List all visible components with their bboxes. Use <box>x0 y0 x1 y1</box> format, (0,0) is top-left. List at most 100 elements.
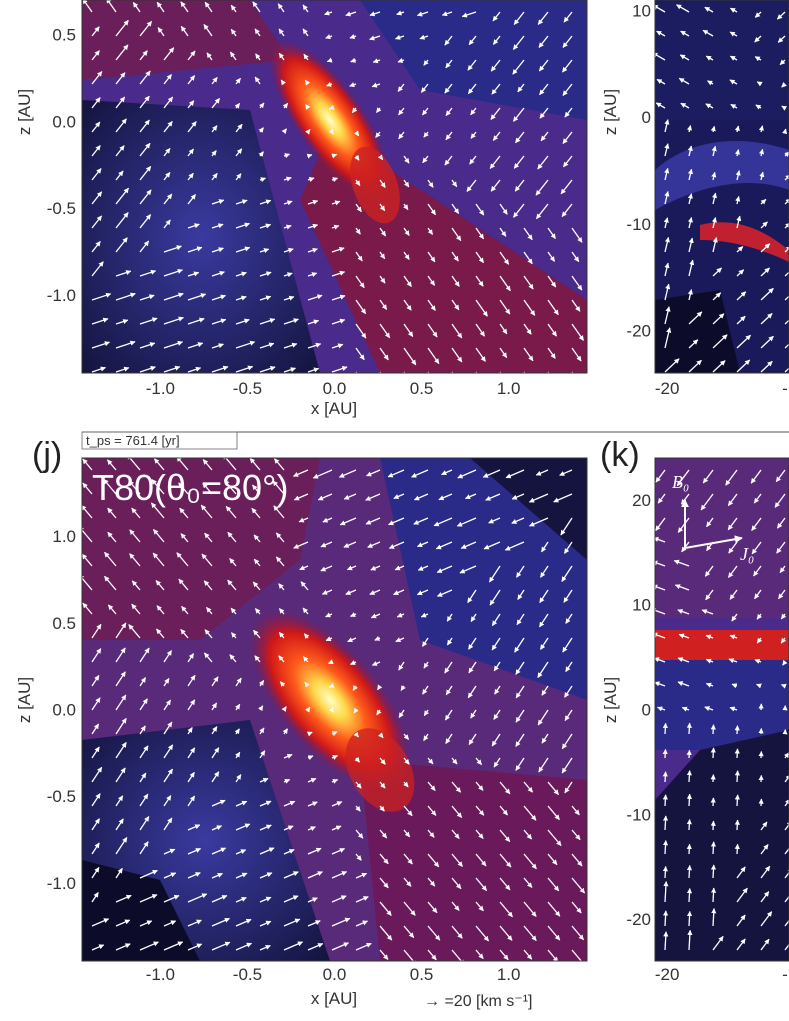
velocity-arrow <box>259 248 270 254</box>
velocity-arrow <box>355 227 361 235</box>
velocity-arrow <box>784 367 789 373</box>
velocity-arrow <box>547 925 561 941</box>
panel-j <box>82 458 587 961</box>
velocity-arrow <box>751 541 762 555</box>
velocity-arrow <box>571 949 586 961</box>
velocity-arrow <box>679 54 690 61</box>
velocity-arrow <box>331 153 338 159</box>
velocity-arrow <box>686 864 693 879</box>
velocity-arrow <box>331 200 341 206</box>
velocity-arrow <box>490 107 501 120</box>
velocity-arrow <box>535 179 549 196</box>
velocity-arrow <box>347 637 357 643</box>
velocity-arrow <box>379 829 388 839</box>
panel-k: B₀ J₀ <box>655 458 789 961</box>
velocity-arrow <box>395 34 405 40</box>
velocity-arrow <box>235 271 247 277</box>
velocity-arrow <box>104 575 117 591</box>
velocity-arrow <box>491 83 501 95</box>
velocity-arrow <box>705 589 714 601</box>
velocity-arrow <box>379 925 393 941</box>
velocity-arrow <box>322 517 333 523</box>
velocity-arrow <box>419 34 429 40</box>
y-axis-label: z [AU] <box>15 89 34 135</box>
velocity-arrow <box>755 104 762 110</box>
velocity-arrow <box>468 661 477 674</box>
velocity-arrow <box>304 79 311 86</box>
velocity-arrow <box>91 191 103 205</box>
velocity-arrow <box>235 246 251 253</box>
velocity-arrow <box>466 179 477 192</box>
velocity-arrow <box>537 11 549 25</box>
velocity-arrow <box>328 707 335 713</box>
velocity-arrow <box>366 469 381 477</box>
velocity-arrow <box>539 83 549 96</box>
velocity-arrow <box>187 172 194 181</box>
velocity-arrow <box>784 271 789 277</box>
velocity-arrow <box>499 877 511 891</box>
velocity-arrow <box>421 107 429 116</box>
velocity-arrow <box>451 203 460 214</box>
velocity-arrow <box>176 552 189 567</box>
velocity-arrow <box>187 293 207 301</box>
velocity-arrow <box>664 191 670 205</box>
velocity-arrow <box>283 871 299 879</box>
velocity-arrow <box>475 275 484 287</box>
velocity-arrow <box>350 612 357 617</box>
velocity-arrow <box>91 26 100 37</box>
velocity-arrow <box>156 1 165 13</box>
velocity-arrow <box>475 299 488 317</box>
velocity-arrow <box>470 709 477 719</box>
velocity-arrow <box>701 609 714 615</box>
velocity-arrow <box>91 71 103 85</box>
velocity-arrow <box>202 459 213 471</box>
velocity-arrow <box>780 637 787 644</box>
velocity-arrow <box>475 251 485 264</box>
velocity-arrow <box>403 901 416 916</box>
velocity-arrow <box>187 699 196 711</box>
velocity-arrow <box>355 942 372 951</box>
velocity-arrow <box>211 125 218 133</box>
velocity-arrow <box>451 323 463 339</box>
velocity-arrow <box>403 949 418 961</box>
velocity-arrow <box>115 118 127 133</box>
velocity-arrow <box>259 318 276 325</box>
velocity-arrow <box>251 507 261 519</box>
velocity-arrow <box>211 676 219 687</box>
y-axis-label: z [AU] <box>601 89 620 135</box>
velocity-arrow <box>187 727 193 735</box>
velocity-arrow <box>235 295 247 301</box>
velocity-arrow <box>187 50 196 61</box>
velocity-arrow <box>403 733 410 740</box>
velocity-arrow <box>82 574 93 591</box>
velocity-arrow <box>139 647 150 663</box>
y-tick-label: 0.5 <box>52 26 76 45</box>
velocity-arrow <box>115 270 132 277</box>
y-tick-label: -10 <box>626 805 651 824</box>
velocity-arrow <box>677 517 690 533</box>
velocity-arrow <box>187 747 196 759</box>
velocity-arrow <box>115 72 126 85</box>
velocity-arrow <box>656 30 666 37</box>
velocity-arrow <box>571 901 582 914</box>
velocity-arrow <box>331 270 346 277</box>
velocity-vectors <box>655 4 789 373</box>
velocity-arrow <box>451 781 462 793</box>
velocity-arrow <box>736 866 746 879</box>
velocity-arrow <box>187 872 201 879</box>
velocity-arrow <box>152 529 165 543</box>
x-tick-label: - <box>782 379 788 398</box>
velocity-arrow <box>259 847 275 855</box>
velocity-arrow <box>686 722 692 735</box>
velocity-arrow <box>379 805 385 812</box>
velocity-arrow <box>211 847 227 855</box>
velocity-arrow <box>756 683 762 689</box>
velocity-arrow <box>398 661 405 671</box>
velocity-arrow <box>663 881 669 903</box>
velocity-arrow <box>139 793 149 807</box>
velocity-arrow <box>523 805 537 821</box>
velocity-arrow <box>321 589 333 595</box>
velocity-arrow <box>115 671 126 687</box>
velocity-arrow <box>403 805 413 817</box>
velocity-arrow <box>571 853 583 867</box>
